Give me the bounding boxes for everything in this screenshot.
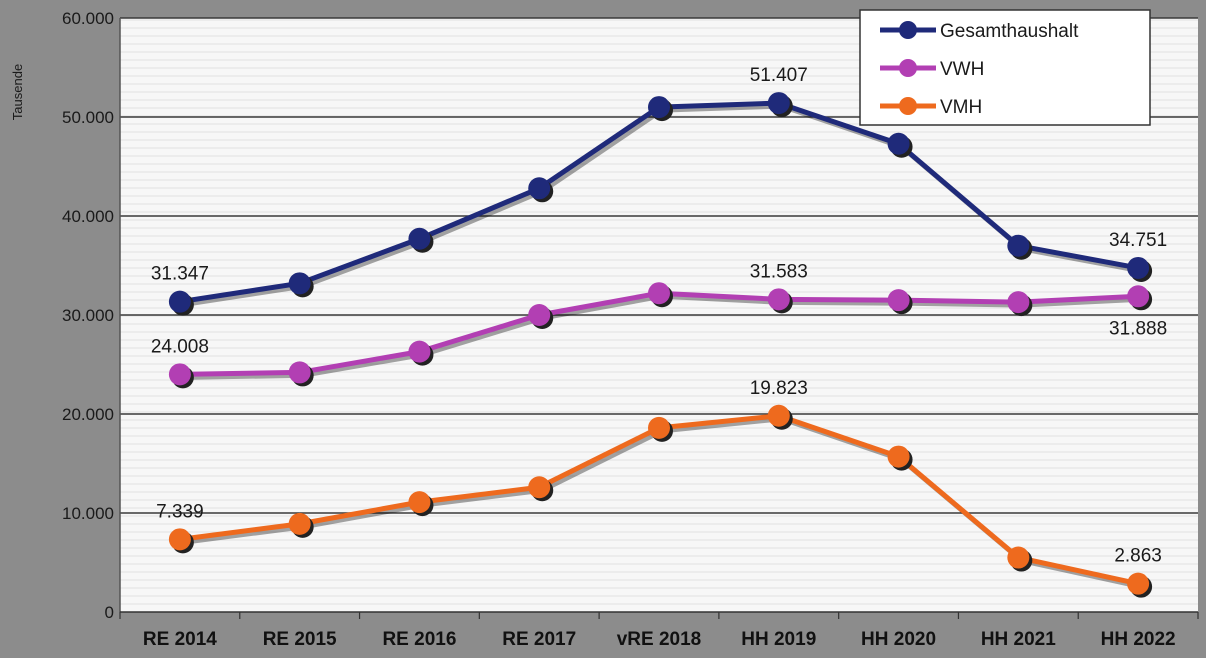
x-tick-label: HH 2022 xyxy=(1101,629,1176,650)
legend-entry: VWH xyxy=(940,59,984,80)
x-tick-label: RE 2014 xyxy=(143,629,217,650)
legend-entry: VMH xyxy=(940,97,982,118)
data-label: 24.008 xyxy=(151,336,209,357)
data-label: 31.347 xyxy=(151,264,209,285)
y-tick-label: 20.000 xyxy=(62,405,114,424)
y-tick-label: 50.000 xyxy=(62,108,114,127)
data-point-vmh xyxy=(887,445,910,468)
data-point-vwh xyxy=(1007,291,1030,314)
data-point-vmh xyxy=(767,404,790,427)
data-point-gesamthaushalt xyxy=(1007,234,1030,257)
data-point-gesamthaushalt xyxy=(528,177,551,200)
y-tick-label: 40.000 xyxy=(62,207,114,226)
data-label: 51.407 xyxy=(750,65,808,86)
series-lines xyxy=(168,92,1153,598)
data-point-gesamthaushalt xyxy=(288,272,311,295)
data-point-gesamthaushalt xyxy=(767,92,790,115)
x-tick-label: RE 2016 xyxy=(382,629,456,650)
data-point-vmh xyxy=(528,476,551,499)
data-point-vwh xyxy=(767,288,790,311)
data-point-vwh xyxy=(408,340,431,363)
data-label: 31.888 xyxy=(1109,318,1167,339)
data-point-vmh xyxy=(1007,546,1030,569)
data-point-vwh xyxy=(528,304,551,326)
data-point-vwh xyxy=(1127,285,1150,308)
legend-marker xyxy=(899,97,917,115)
x-tick-label: HH 2019 xyxy=(741,629,816,650)
data-point-vmh xyxy=(288,512,311,535)
x-tick-label: HH 2020 xyxy=(861,629,936,650)
data-point-gesamthaushalt xyxy=(168,290,191,313)
data-labels: 31.347 51.407 34.751 24.008 31.583 31.888 7.33… xyxy=(151,65,1167,567)
legend: Gesamthaushalt VWH VMH xyxy=(859,9,1151,126)
data-label: 7.339 xyxy=(156,501,204,522)
y-tick-label: 30.000 xyxy=(62,306,114,325)
data-label: 2.863 xyxy=(1114,546,1162,567)
y-axis-label: Tausende xyxy=(10,64,25,120)
legend-marker xyxy=(899,21,917,39)
data-point-gesamthaushalt xyxy=(408,227,431,250)
x-tick-label: RE 2017 xyxy=(502,629,576,650)
data-point-vwh xyxy=(648,282,670,305)
y-tick-label: 60.000 xyxy=(62,9,114,28)
data-label: 19.823 xyxy=(750,378,808,399)
data-point-gesamthaushalt xyxy=(1127,256,1150,279)
data-point-vwh xyxy=(887,289,910,312)
data-point-gesamthaushalt xyxy=(648,96,670,119)
x-tick-label: HH 2021 xyxy=(981,629,1056,650)
y-tick-label: 10.000 xyxy=(62,504,114,523)
x-tick-label: RE 2015 xyxy=(263,629,337,650)
y-tick-label: 0 xyxy=(105,603,114,622)
data-label: 34.751 xyxy=(1109,230,1167,251)
data-point-vmh xyxy=(648,416,670,439)
data-point-vwh xyxy=(168,363,191,386)
data-point-vmh xyxy=(168,528,191,551)
data-point-gesamthaushalt xyxy=(887,132,910,155)
data-label: 31.583 xyxy=(750,261,808,282)
legend-marker xyxy=(899,59,917,77)
legend-entry: Gesamthaushalt xyxy=(940,21,1079,42)
data-point-vmh xyxy=(408,491,431,514)
data-point-vmh xyxy=(1127,572,1150,595)
data-point-vwh xyxy=(288,361,311,384)
axes: 0 10.000 20.000 30.000 40.000 50.000 60.000 Tau… xyxy=(10,9,1199,650)
x-tick-label: vRE 2018 xyxy=(617,629,702,650)
